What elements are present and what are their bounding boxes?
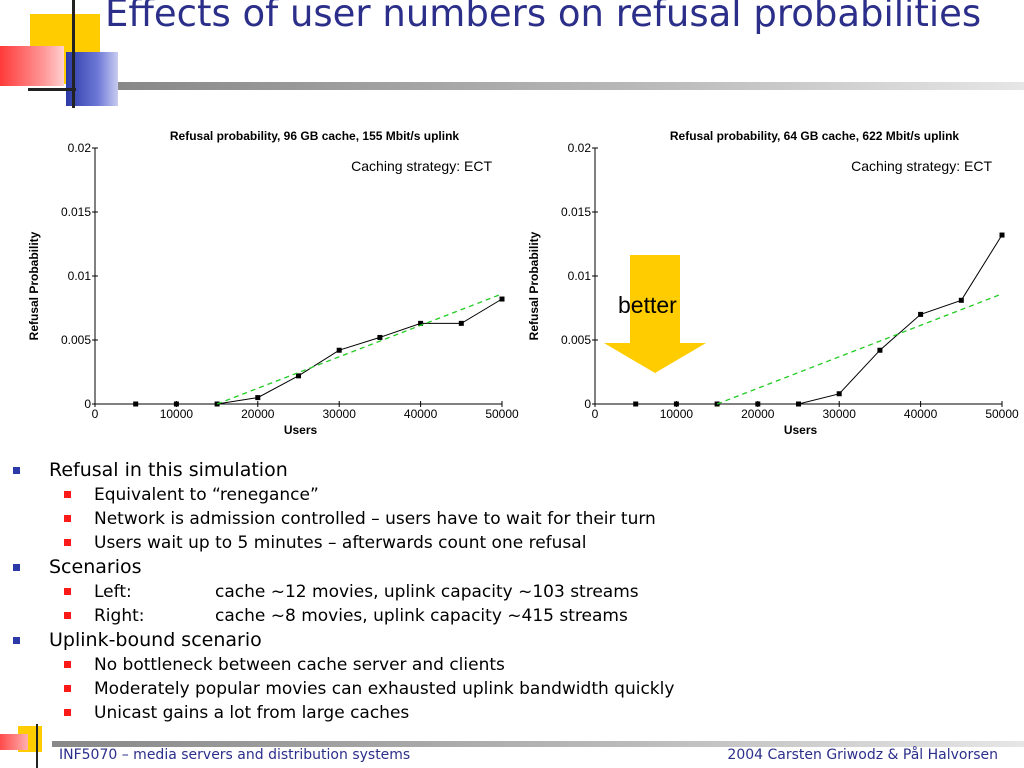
data-point <box>673 401 679 407</box>
y-tick-label: 0.01 <box>568 269 592 283</box>
chart-annotation: Caching strategy: ECT <box>351 158 492 174</box>
scenario-label: Right: <box>94 606 145 626</box>
data-point <box>877 347 883 353</box>
data-point <box>755 401 761 407</box>
x-tick-label: 10000 <box>160 407 194 421</box>
chart-right: Refusal probability, 64 GB cache, 622 Mb… <box>527 129 1019 437</box>
chart-title: Refusal probability, 96 GB cache, 155 Mb… <box>170 129 460 143</box>
bullet-l1: Uplink-bound scenario <box>0 628 1000 653</box>
x-axis-label: Users <box>284 423 318 437</box>
y-tick-label: 0.02 <box>568 141 592 155</box>
logo-vertical-line <box>72 0 75 108</box>
data-point <box>458 320 464 326</box>
y-tick-label: 0.01 <box>68 269 92 283</box>
data-point <box>418 320 424 326</box>
x-tick-label: 20000 <box>241 407 275 421</box>
fit-line <box>716 293 1003 405</box>
data-point <box>173 401 179 407</box>
y-tick-label: 0.02 <box>68 141 92 155</box>
data-point <box>633 401 639 407</box>
x-tick-label: 50000 <box>485 407 519 421</box>
data-point <box>714 401 720 407</box>
footer-rule <box>52 741 1024 747</box>
chart-left: Refusal probability, 96 GB cache, 155 Mb… <box>27 129 519 437</box>
bullet-l1: Scenarios <box>0 555 1000 580</box>
bullet-l2: Unicast gains a lot from large caches <box>0 701 1000 725</box>
data-point <box>296 373 301 379</box>
better-arrow-icon <box>604 255 706 373</box>
title-rule <box>118 82 1024 90</box>
series-line <box>635 234 1003 405</box>
y-tick-label: 0 <box>584 397 591 411</box>
data-point <box>796 401 801 407</box>
data-point <box>958 297 964 303</box>
x-tick-label: 20000 <box>741 407 775 421</box>
better-label: better <box>618 292 677 318</box>
slide-title: Effects of user numbers on refusal proba… <box>105 0 982 35</box>
footer-red-square <box>0 734 28 750</box>
data-point <box>133 401 139 407</box>
logo-red-square <box>0 46 64 86</box>
data-point <box>377 334 383 340</box>
bullet-l2: Users wait up to 5 minutes – afterwards … <box>0 531 1000 555</box>
scenario-label: Left: <box>94 582 132 602</box>
footer-vertical-line <box>36 724 38 768</box>
data-point <box>999 232 1005 238</box>
x-tick-label: 10000 <box>660 407 694 421</box>
data-point <box>836 391 842 397</box>
y-tick-label: 0.015 <box>561 205 591 219</box>
logo-horizontal-line <box>28 88 76 91</box>
data-point <box>499 296 505 302</box>
chart-title: Refusal probability, 64 GB cache, 622 Mb… <box>670 129 960 143</box>
y-axis-label: Refusal Probability <box>27 231 41 340</box>
bullet-l2: No bottleneck between cache server and c… <box>0 653 1000 677</box>
bullet-l2: Moderately popular movies can exhausted … <box>0 677 1000 701</box>
y-axis-label: Refusal Probability <box>527 231 541 340</box>
x-tick-label: 0 <box>92 407 99 421</box>
bullet-l2: Equivalent to “renegance” <box>0 483 1000 507</box>
y-tick-label: 0 <box>84 397 91 411</box>
data-point <box>918 311 924 317</box>
x-tick-label: 0 <box>592 407 599 421</box>
scenario-detail: cache ~12 movies, uplink capacity ~103 s… <box>215 582 639 602</box>
footer-course: INF5070 – media servers and distribution… <box>59 747 411 763</box>
y-tick-label: 0.005 <box>61 333 91 347</box>
better-arrow-shape <box>604 255 706 373</box>
bullet-l1: Refusal in this simulation <box>0 458 1000 483</box>
bullet-l2: Left: cache ~12 movies, uplink capacity … <box>0 580 1000 604</box>
y-tick-label: 0.005 <box>561 333 591 347</box>
x-tick-label: 30000 <box>323 407 357 421</box>
x-axis-label: Users <box>784 423 818 437</box>
x-tick-label: 50000 <box>985 407 1019 421</box>
chart-annotation: Caching strategy: ECT <box>851 158 992 174</box>
bullet-l2: Network is admission controlled – users … <box>0 507 1000 531</box>
bullet-list: Refusal in this simulation Equivalent to… <box>0 458 1000 725</box>
x-tick-label: 40000 <box>904 407 938 421</box>
data-point <box>336 347 342 353</box>
scenario-detail: cache ~8 movies, uplink capacity ~415 st… <box>215 606 628 626</box>
x-tick-label: 40000 <box>404 407 438 421</box>
data-point <box>255 395 261 401</box>
x-tick-label: 30000 <box>823 407 857 421</box>
fit-line <box>216 293 503 405</box>
series-line <box>135 298 503 405</box>
bullet-l2: Right: cache ~8 movies, uplink capacity … <box>0 604 1000 628</box>
footer-authors: 2004 Carsten Griwodz & Pål Halvorsen <box>727 747 998 763</box>
y-tick-label: 0.015 <box>61 205 91 219</box>
